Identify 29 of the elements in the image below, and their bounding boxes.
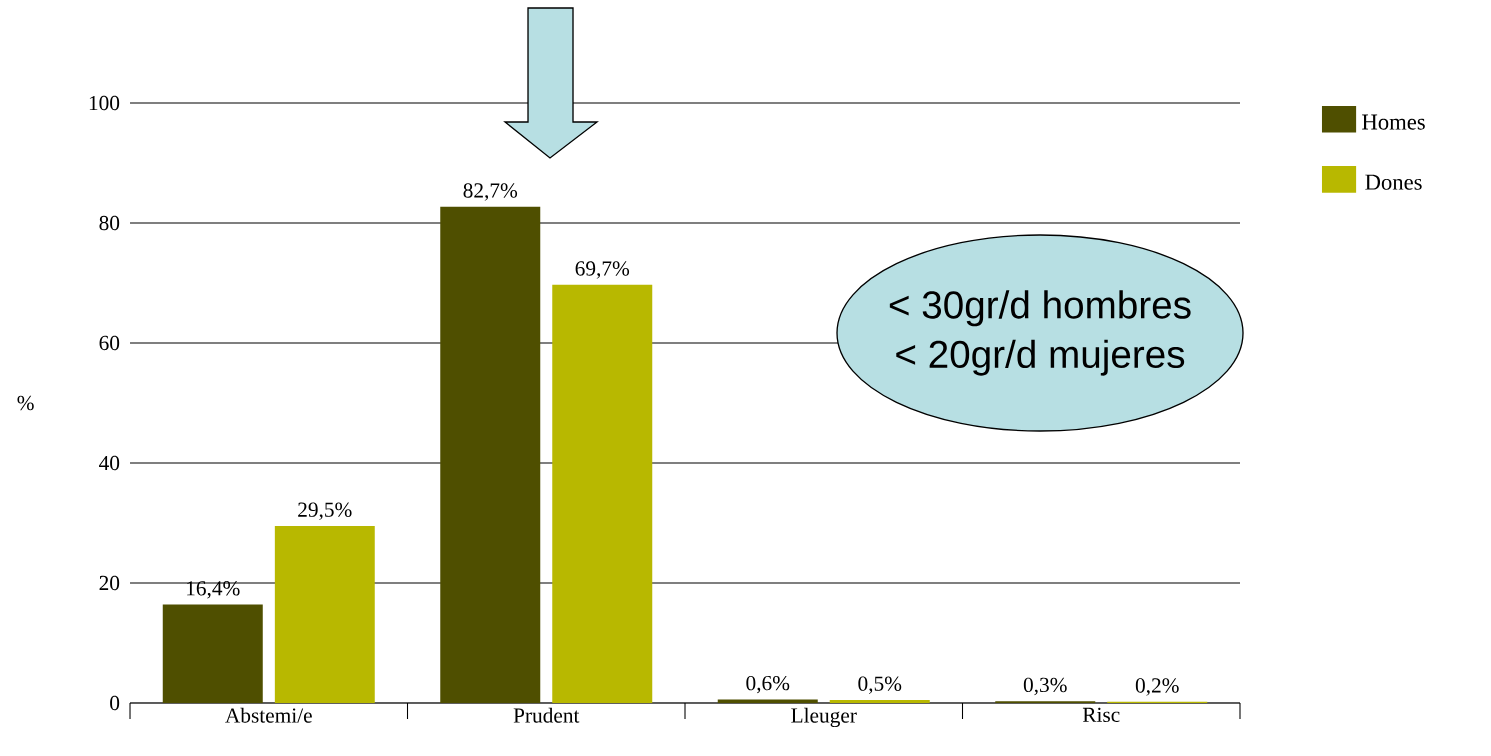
y-tick-label: 100 (89, 95, 120, 111)
data-label: 69,7% (575, 261, 630, 279)
data-label: 16,4% (187, 581, 240, 599)
legend-label: Dones (1365, 174, 1422, 190)
y-tick-label: 60 (99, 335, 120, 351)
data-label: 82,7% (463, 183, 518, 201)
x-tick-label: Abstemi/e (225, 707, 312, 723)
bar (552, 284, 653, 703)
y-tick-label: 20 (99, 575, 120, 591)
data-label: 0,5% (858, 676, 902, 694)
bar (162, 604, 263, 703)
legend-label: Homes (1362, 114, 1425, 130)
y-tick-label: 80 (99, 215, 120, 231)
annotation: < 30gr/d hombres (889, 290, 1191, 327)
annotation: < 20gr/d mujeres (896, 339, 1185, 376)
y-tick-label: 0 (110, 695, 120, 711)
data-label: 0,3% (1023, 677, 1067, 696)
x-tick-label: Prudent (513, 707, 580, 723)
data-label: 0,2% (1135, 678, 1179, 696)
x-tick-label: Risc (1082, 707, 1120, 723)
data-label: 29,5% (298, 502, 352, 520)
bar (717, 699, 818, 703)
bar (829, 699, 930, 703)
bar (440, 206, 541, 703)
y-tick-label: 40 (99, 455, 120, 471)
bar (274, 525, 375, 703)
x-tick-label: Lleuger (791, 707, 857, 728)
y-axis-title: % (17, 395, 34, 411)
data-label: 0,6% (746, 675, 790, 694)
